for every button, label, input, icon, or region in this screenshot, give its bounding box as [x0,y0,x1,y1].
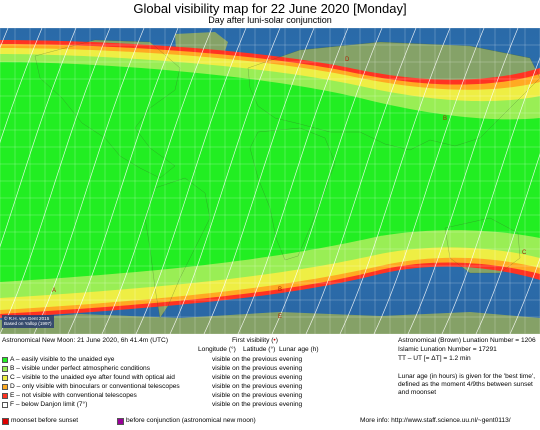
visibility-b: visible on the previous evening [212,365,303,372]
lunar-age-contour [33,28,145,334]
graticule [0,28,540,334]
moonset-swatch [2,417,9,425]
lunar-age-note-2: defined as the moment 4/9ths between sun… [398,381,533,388]
legend-item-b: B – visible under perfect atmospheric co… [2,364,180,373]
credit-line-2: Based on Yallop (1997) [4,321,52,327]
lunar-age-note-1: Lunar age (in hours) is given for the 'b… [398,373,536,380]
zone-label-d-top: D [345,57,350,63]
first-visibility-symbol: • [273,337,276,344]
visibility-map: D B C B E A [0,28,540,334]
moonset-label: moonset before sunset [11,417,79,424]
legend-label-f: F – below Danjon limit (7°) [10,401,88,408]
visibility-a: visible on the previous evening [212,356,303,363]
new-moon-info: Astronomical New Moon: 21 June 2020, 6h … [2,337,169,344]
lunar-age-contours [0,28,540,334]
lunar-age-contour [407,28,519,334]
legend-swatch-b [2,365,8,372]
visibility-d: visible on the previous evening [212,383,303,390]
lunar-age-contour [441,56,540,334]
zone-label-b-bottom: B [278,287,282,293]
lunar-age-contour [67,28,179,334]
lunar-age-contour [0,28,43,144]
moonset-legend: moonset before sunset [2,417,78,425]
more-info-link[interactable]: More info: http://www.staff.science.uu.n… [360,417,511,424]
zone-label-e-bottom: E [278,314,282,320]
legend-label-a: A – easily visible to the unaided eye [10,356,115,363]
legend-item-a: A – easily visible to the unaided eye [2,355,180,364]
legend-item-e: E – not visible with conventional telesc… [2,391,180,400]
legend-swatch-d [2,383,8,390]
legend-item-d: D – only visible with binoculars or conv… [2,382,180,391]
lunar-age-note-3: and moonset [398,389,437,396]
lunar-age-contour [135,28,247,334]
first-visibility-text: First visibility ( [232,337,274,344]
conjunction-swatch [117,417,124,425]
visibility-e: visible on the previous evening [212,392,303,399]
legend-swatch-e [2,392,8,399]
col-longitude: Longitude (°) [198,346,236,353]
tt-ut: TT – UT [= ΔT] = 1.2 min [398,355,471,362]
legend-swatch-f [2,401,8,408]
legend-label-b: B – visible under perfect atmospheric co… [10,365,151,372]
legend-label-d: D – only visible with binoculars or conv… [10,383,180,390]
zone-label-b-top: B [443,116,447,122]
lunation-islamic: Islamic Lunation Number = 17291 [398,346,497,353]
conjunction-legend: before conjunction (astronomical new moo… [117,417,256,425]
legend-item-f: F – below Danjon limit (7°) [2,400,180,409]
credit-line-1: © R.H. van Gent 2015 [4,316,50,321]
lunation-brown: Astronomical (Brown) Lunation Number = 1… [398,337,536,344]
col-latitude: Latitude (°) [243,346,276,353]
lunar-age-contour [0,28,77,248]
visibility-c: visible on the previous evening [212,374,303,381]
col-lunar-age: Lunar age (h) [279,346,319,353]
conjunction-label: before conjunction (astronomical new moo… [126,417,256,424]
first-visibility-heading: First visibility (•) [232,337,278,345]
zone-label-c-right: C [522,250,527,256]
lunar-age-contour [169,28,281,334]
lunar-age-contour [305,28,417,334]
lunar-age-contour [101,28,213,334]
visibility-f: visible on the previous evening [212,401,303,408]
lunar-age-contour [0,28,111,334]
visibility-column: visible on the previous evening visible … [212,355,302,409]
lunar-age-contour [475,153,540,334]
page-subtitle: Day after luni-solar conjunction [208,15,332,25]
legend-label-c: C – visible to the unaided eye after fou… [10,374,175,381]
lunar-age-contour [271,28,383,334]
lunar-age-contour [237,28,349,334]
first-visibility-end: ) [275,337,278,344]
page-title: Global visibility map for 22 June 2020 [… [133,1,407,16]
zone-labels: D B C B E A [52,57,527,320]
lunar-age-contour [339,28,451,334]
legend-label-e: E – not visible with conventional telesc… [10,392,137,399]
lunar-age-contour [373,28,485,334]
zone-label-a-left: A [52,288,56,294]
lunar-age-contour [203,28,315,334]
legend-swatch-a [2,356,8,363]
legend-swatch-c [2,374,8,381]
legend-item-c: C – visible to the unaided eye after fou… [2,373,180,382]
map-credit: © R.H. van Gent 2015 Based on Yallop (19… [2,315,54,328]
lunar-age-contour [509,257,540,334]
visibility-legend: A – easily visible to the unaided eye B … [2,355,180,409]
